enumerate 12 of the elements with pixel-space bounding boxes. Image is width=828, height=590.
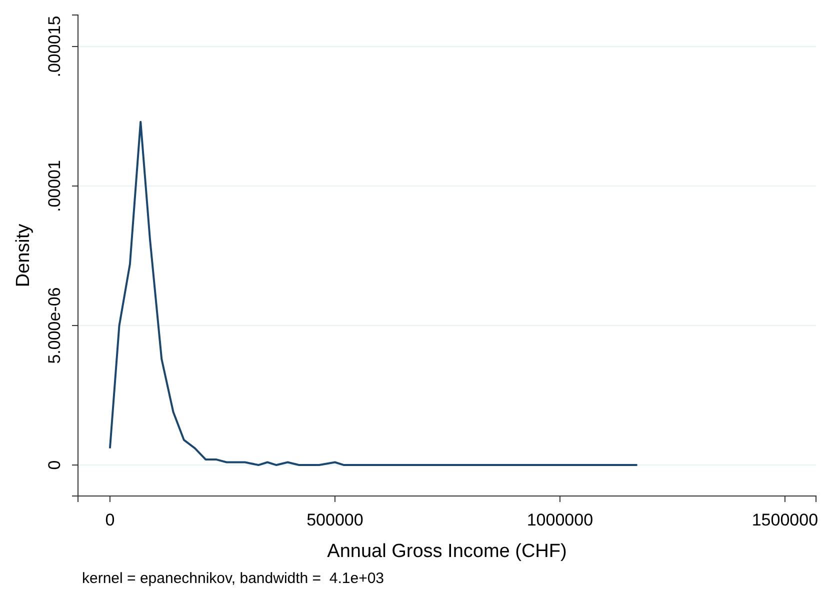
- y-axis-title: Density: [13, 223, 34, 288]
- y-tick-label: .000015: [45, 16, 64, 78]
- y-tick-label: 5.000e-06: [45, 287, 64, 364]
- x-tick-label: 500000: [306, 510, 364, 530]
- x-tick-label: 0: [105, 510, 115, 530]
- y-tick-label: .00001: [45, 160, 64, 212]
- x-axis-title: Annual Gross Income (CHF): [327, 541, 567, 562]
- y-tick-label: 0: [45, 460, 64, 470]
- x-tick-label: 1500000: [752, 510, 818, 530]
- line-series: [108, 120, 638, 466]
- x-tick-label: 1000000: [526, 510, 594, 530]
- text: kernel = epanechnikov, bandwidth = 4.1e+03: [82, 570, 384, 587]
